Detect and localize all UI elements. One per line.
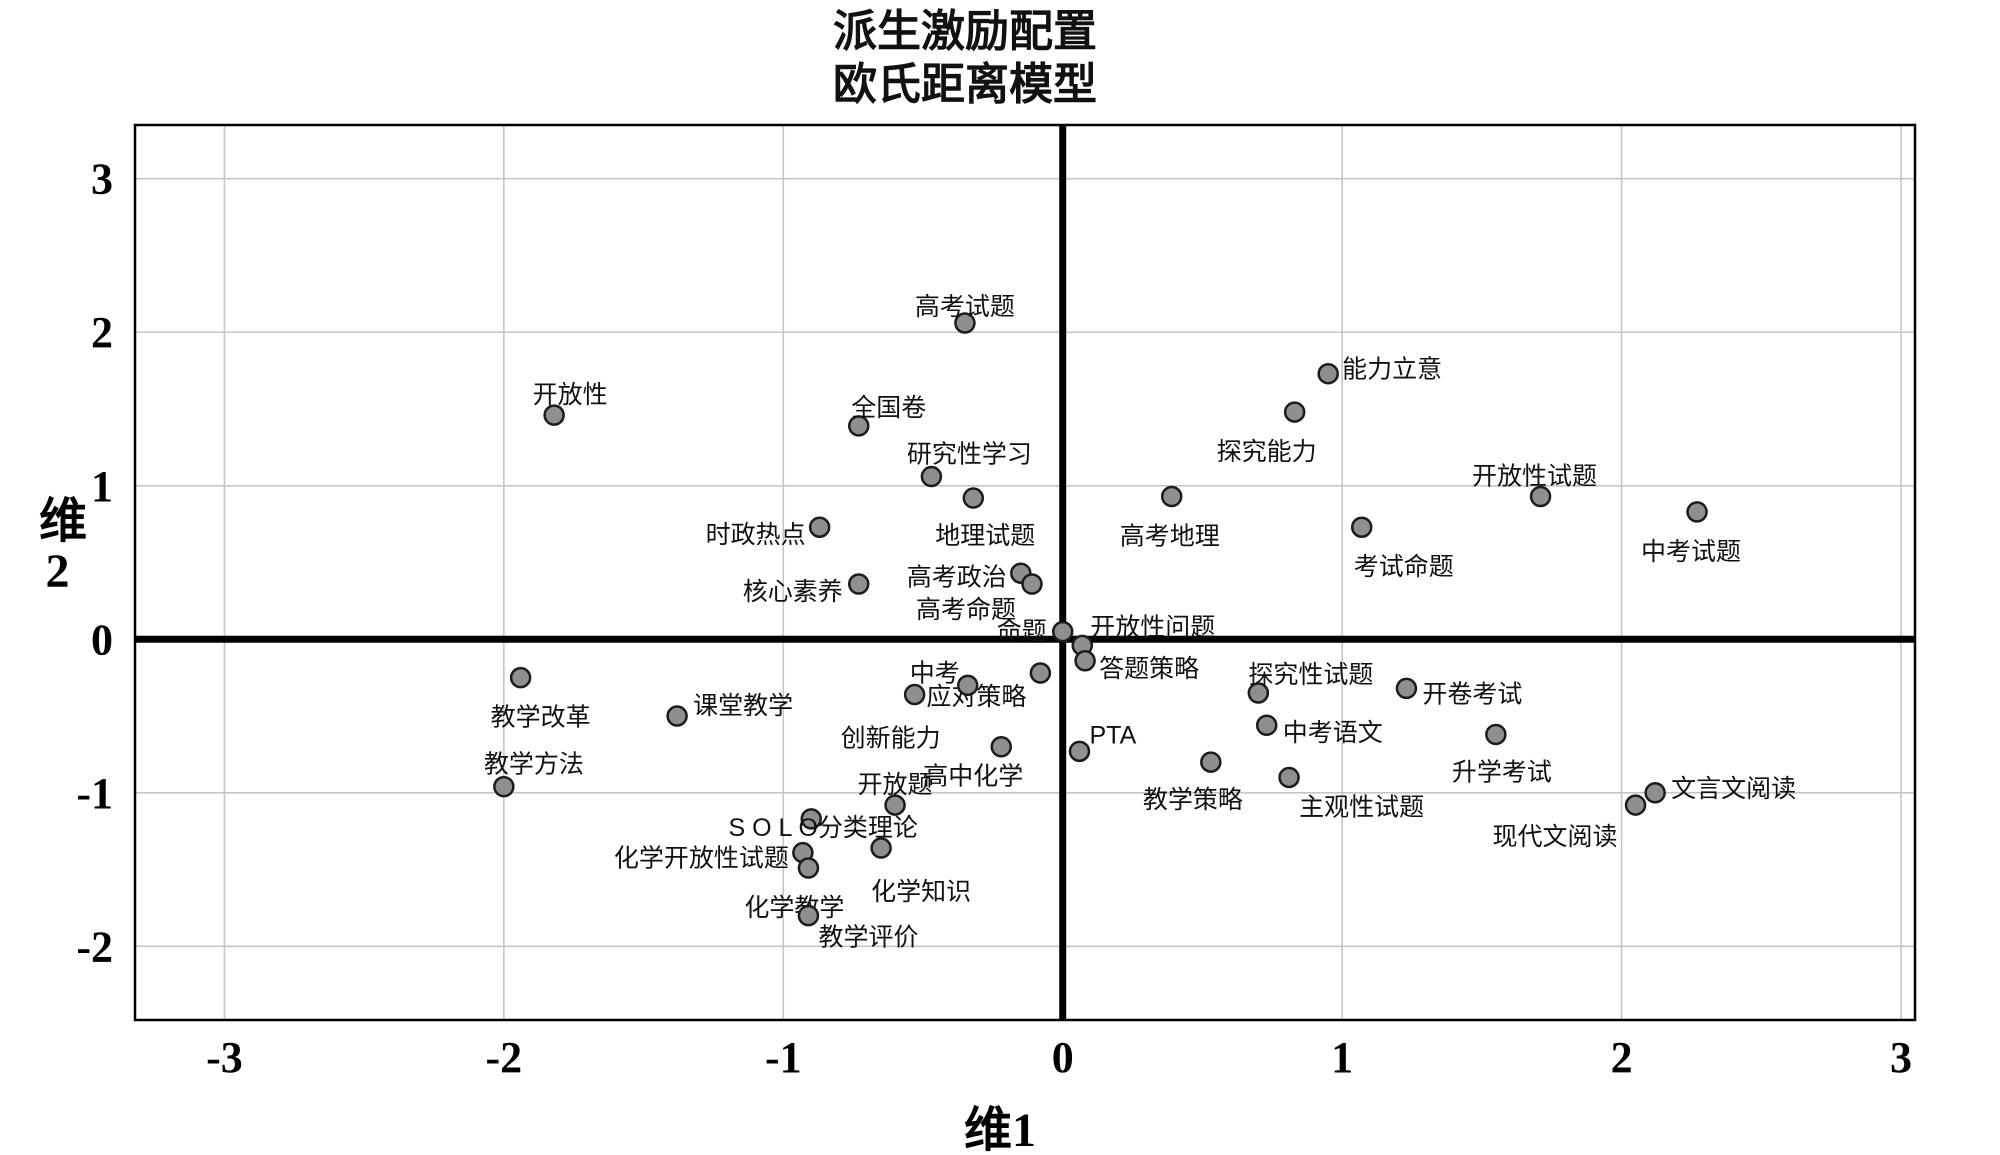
y-tick-label: 2 [91, 308, 113, 357]
y-tick-label: 3 [91, 155, 113, 204]
y-tick-label: -2 [76, 922, 113, 971]
data-point-label: 命题 [997, 618, 1047, 646]
data-point-label: 答题策略 [1099, 655, 1199, 683]
y-tick-label: 1 [91, 462, 113, 511]
data-point-label: 开卷考试 [1422, 680, 1522, 708]
data-point-label: 核心素养 [743, 578, 843, 606]
data-point-label: 高考政治 [907, 563, 1007, 591]
data-point [1686, 501, 1708, 523]
data-point [884, 794, 906, 816]
data-point-label: 时政热点 [706, 521, 806, 549]
y-tick-label: -1 [76, 769, 113, 818]
data-point [808, 516, 831, 538]
x-tick-label: -1 [765, 1033, 802, 1082]
data-point [666, 705, 688, 727]
data-point-label: 高考命题 [916, 596, 1016, 624]
data-point [1283, 401, 1306, 423]
data-point [1395, 677, 1418, 700]
data-point-label: PTA [1089, 721, 1136, 749]
data-point-label: 化学知识 [871, 878, 971, 906]
data-point [962, 487, 985, 509]
data-point-label: 地理试题 [935, 522, 1035, 550]
data-point-label: 高考试题 [915, 293, 1015, 321]
data-point [1051, 620, 1074, 643]
data-point [990, 735, 1012, 758]
data-point-label: 创新能力 [841, 725, 941, 753]
title-block: 派生激励配置 欧氏距离模型 [0, 6, 1930, 112]
data-point [1021, 573, 1043, 595]
data-point [1255, 714, 1278, 736]
data-point-label: 高考地理 [1120, 523, 1220, 551]
data-point [1074, 650, 1096, 672]
data-point [493, 775, 515, 798]
data-point-label: 开放性试题 [1472, 463, 1597, 491]
data-point [797, 857, 820, 879]
x-tick-label: 2 [1611, 1033, 1633, 1082]
data-point-label: 开放性 [533, 381, 608, 409]
data-point [1485, 723, 1507, 746]
data-point [920, 465, 943, 488]
chart-title: 派生激励配置 [833, 7, 1097, 56]
data-point [800, 808, 822, 830]
data-point-label: 主观性试题 [1299, 793, 1424, 821]
data-point-label: 全国卷 [851, 394, 926, 422]
y-axis-title: 维2 [31, 495, 84, 600]
x-tick-label: 0 [1052, 1033, 1074, 1082]
x-tick-label: -3 [206, 1033, 243, 1082]
data-point [1029, 662, 1052, 684]
data-point-label: S O L O分类理论 [729, 814, 918, 842]
data-point-label: 化学开放性试题 [614, 845, 789, 873]
data-point [1160, 485, 1183, 508]
data-point-label: 开放性问题 [1090, 613, 1215, 641]
data-point [1200, 751, 1222, 773]
data-point-label: 课堂教学 [693, 692, 793, 720]
data-point [1068, 740, 1091, 763]
data-point-label: 教学策略 [1143, 786, 1243, 814]
x-tick-label: 3 [1890, 1033, 1912, 1082]
data-point [1350, 516, 1373, 538]
data-point [954, 312, 976, 334]
data-point [1278, 766, 1300, 789]
data-point-label: 探究能力 [1217, 438, 1317, 466]
data-point-label: 开放题 [858, 771, 933, 799]
data-point [1624, 794, 1647, 816]
data-point-label: 教学改革 [491, 704, 591, 732]
x-axis-title: 维1 [963, 1104, 1036, 1155]
data-point [1644, 782, 1666, 804]
data-point-label: 中考试题 [1641, 538, 1741, 566]
data-point-label: 升学考试 [1452, 758, 1552, 786]
data-point [847, 573, 870, 595]
data-point [956, 674, 979, 697]
data-point [870, 837, 892, 859]
data-point-label: 教学评价 [818, 924, 918, 952]
data-point-label: 教学方法 [484, 751, 584, 779]
data-point [509, 666, 532, 689]
data-point-label: 中考语文 [1283, 719, 1383, 747]
data-point-label: 文言文阅读 [1671, 775, 1796, 803]
data-point-label: 现代文阅读 [1493, 823, 1618, 851]
data-point [543, 404, 565, 426]
x-tick-label: 1 [1331, 1033, 1353, 1082]
data-point-label: 研究性学习 [907, 441, 1032, 469]
y-tick-label: 0 [91, 615, 113, 664]
plot-border [133, 123, 1917, 1022]
chart-subtitle: 欧氏距离模型 [833, 59, 1097, 109]
x-tick-label: -2 [486, 1033, 523, 1082]
data-point-label: 中考 [910, 659, 960, 687]
data-point-label: 高中化学 [923, 763, 1023, 791]
data-point [797, 904, 820, 927]
data-point [903, 683, 926, 706]
data-point [1317, 362, 1339, 385]
data-point [1247, 682, 1270, 704]
data-point-label: 化学教学 [744, 894, 844, 922]
data-point-label: 探究性试题 [1248, 661, 1373, 689]
data-point [1529, 485, 1552, 508]
data-point-label: 考试命题 [1354, 553, 1454, 581]
data-point-label: 能力立意 [1342, 356, 1442, 384]
data-point [847, 415, 870, 437]
